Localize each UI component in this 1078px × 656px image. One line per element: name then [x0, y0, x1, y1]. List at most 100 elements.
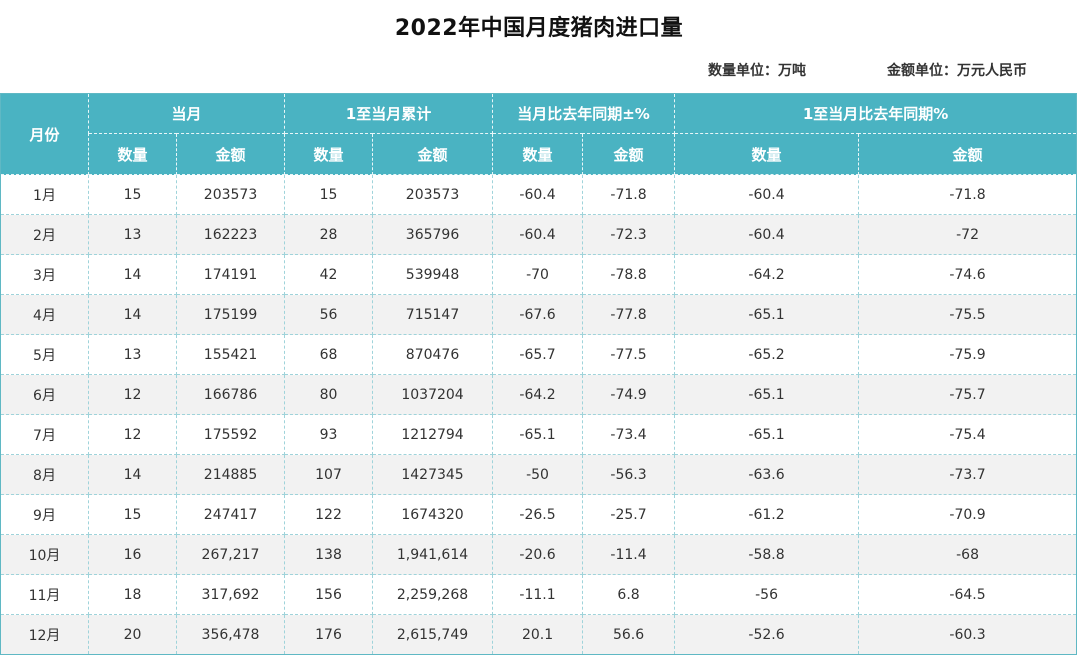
yoy-quantity-cell: -65.7: [492, 334, 584, 375]
yoy-quantity-cell: -67.6: [492, 294, 584, 335]
yoy-amount-cell: -25.7: [582, 494, 676, 535]
cum-yoy-quantity-cell: -65.1: [674, 374, 860, 415]
cum-yoy-amount-cell: -75.9: [858, 334, 1078, 375]
header-amount: 金额: [582, 133, 676, 175]
amount-cell: 166786: [176, 374, 286, 415]
cum-amount-cell: 1,941,614: [372, 534, 494, 575]
cum-yoy-amount-cell: -60.3: [858, 614, 1078, 655]
cum-yoy-amount-cell: -68: [858, 534, 1078, 575]
cum-yoy-amount-cell: -71.8: [858, 174, 1078, 215]
amount-cell: 267,217: [176, 534, 286, 575]
cum-quantity-cell: 176: [284, 614, 374, 655]
cum-yoy-quantity-cell: -60.4: [674, 214, 860, 255]
yoy-amount-cell: 6.8: [582, 574, 676, 615]
header-quantity: 数量: [492, 133, 584, 175]
quantity-cell: 14: [88, 454, 177, 495]
yoy-quantity-cell: 20.1: [492, 614, 584, 655]
month-cell: 11月: [0, 574, 89, 615]
cum-quantity-cell: 107: [284, 454, 374, 495]
cum-amount-cell: 203573: [372, 174, 494, 215]
amount-cell: 356,478: [176, 614, 286, 655]
cum-amount-cell: 2,615,749: [372, 614, 494, 655]
cum-yoy-quantity-cell: -52.6: [674, 614, 860, 655]
yoy-amount-cell: -56.3: [582, 454, 676, 495]
cum-yoy-quantity-cell: -65.2: [674, 334, 860, 375]
cum-amount-cell: 1674320: [372, 494, 494, 535]
yoy-amount-cell: -77.8: [582, 294, 676, 335]
quantity-cell: 20: [88, 614, 177, 655]
quantity-cell: 15: [88, 494, 177, 535]
yoy-quantity-cell: -20.6: [492, 534, 584, 575]
header-amount: 金额: [858, 133, 1078, 175]
quantity-cell: 13: [88, 214, 177, 255]
month-cell: 5月: [0, 334, 89, 375]
cum-quantity-cell: 122: [284, 494, 374, 535]
cum-yoy-amount-cell: -74.6: [858, 254, 1078, 295]
yoy-amount-cell: -73.4: [582, 414, 676, 455]
quantity-cell: 14: [88, 254, 177, 295]
header-amount: 金额: [176, 133, 286, 175]
cum-yoy-quantity-cell: -64.2: [674, 254, 860, 295]
yoy-quantity-cell: -11.1: [492, 574, 584, 615]
quantity-cell: 14: [88, 294, 177, 335]
cum-yoy-quantity-cell: -60.4: [674, 174, 860, 215]
quantity-cell: 12: [88, 374, 177, 415]
amount-cell: 162223: [176, 214, 286, 255]
quantity-cell: 16: [88, 534, 177, 575]
amount-cell: 175199: [176, 294, 286, 335]
amount-cell: 214885: [176, 454, 286, 495]
cum-yoy-amount-cell: -72: [858, 214, 1078, 255]
cum-yoy-quantity-cell: -65.1: [674, 414, 860, 455]
table-row: 8月 14 214885 107 1427345 -50 -56.3 -63.6 -73.7: [0, 454, 1078, 495]
cum-quantity-cell: 138: [284, 534, 374, 575]
amount-cell: 317,692: [176, 574, 286, 615]
cum-yoy-amount-cell: -70.9: [858, 494, 1078, 535]
table-row: 2月 13 162223 28 365796 -60.4 -72.3 -60.4 -72: [0, 214, 1078, 255]
yoy-amount-cell: -72.3: [582, 214, 676, 255]
table-row: 10月 16 267,217 138 1,941,614 -20.6 -11.4 -58.8-…: [0, 534, 1078, 575]
table-row: 3月 14 174191 42 539948 -70 -78.8 -64.2 -74.6: [0, 254, 1078, 295]
cum-yoy-quantity-cell: -56: [674, 574, 860, 615]
header-quantity: 数量: [88, 133, 177, 175]
month-cell: 4月: [0, 294, 89, 335]
yoy-amount-cell: -11.4: [582, 534, 676, 575]
cum-yoy-quantity-cell: -61.2: [674, 494, 860, 535]
table-row: 4月 14 175199 56 715147 -67.6 -77.8 -65.1 -75.5: [0, 294, 1078, 335]
cum-quantity-cell: 15: [284, 174, 374, 215]
cum-amount-cell: 539948: [372, 254, 494, 295]
header-month: 月份: [0, 93, 89, 175]
month-cell: 9月: [0, 494, 89, 535]
cum-amount-cell: 1427345: [372, 454, 494, 495]
yoy-amount-cell: -71.8: [582, 174, 676, 215]
cum-yoy-amount-cell: -75.7: [858, 374, 1078, 415]
quantity-unit-label: 数量单位：万吨: [708, 63, 806, 79]
yoy-quantity-cell: -70: [492, 254, 584, 295]
cum-quantity-cell: 28: [284, 214, 374, 255]
header-group-month-yoy: 当月比去年同期±%: [492, 93, 676, 134]
cum-quantity-cell: 56: [284, 294, 374, 335]
cum-amount-cell: 365796: [372, 214, 494, 255]
table-header: 月份 当月 1至当月累计 当月比去年同期±% 1至当月比去年同期% 数量 金额 …: [0, 93, 1078, 175]
yoy-amount-cell: -78.8: [582, 254, 676, 295]
month-cell: 12月: [0, 614, 89, 655]
cum-amount-cell: 870476: [372, 334, 494, 375]
amount-unit-label: 金额单位：万元人民币: [887, 63, 1027, 79]
amount-cell: 175592: [176, 414, 286, 455]
month-cell: 8月: [0, 454, 89, 495]
amount-cell: 247417: [176, 494, 286, 535]
table-row: 7月 12 175592 93 1212794 -65.1 -73.4 -65.1 -75.4: [0, 414, 1078, 455]
month-cell: 6月: [0, 374, 89, 415]
cum-quantity-cell: 42: [284, 254, 374, 295]
cum-amount-cell: 715147: [372, 294, 494, 335]
yoy-quantity-cell: -50: [492, 454, 584, 495]
header-group-cumulative-yoy: 1至当月比去年同期%: [674, 93, 1078, 134]
cum-amount-cell: 1212794: [372, 414, 494, 455]
cum-amount-cell: 2,259,268: [372, 574, 494, 615]
table-body: 1月 15 203573 15 203573 -60.4 -71.8 -60.4 -71.8 2月…: [0, 174, 1078, 655]
quantity-cell: 12: [88, 414, 177, 455]
table-row: 1月 15 203573 15 203573 -60.4 -71.8 -60.4 -71.8: [0, 174, 1078, 215]
yoy-quantity-cell: -65.1: [492, 414, 584, 455]
cum-yoy-amount-cell: -73.7: [858, 454, 1078, 495]
month-cell: 1月: [0, 174, 89, 215]
month-cell: 10月: [0, 534, 89, 575]
